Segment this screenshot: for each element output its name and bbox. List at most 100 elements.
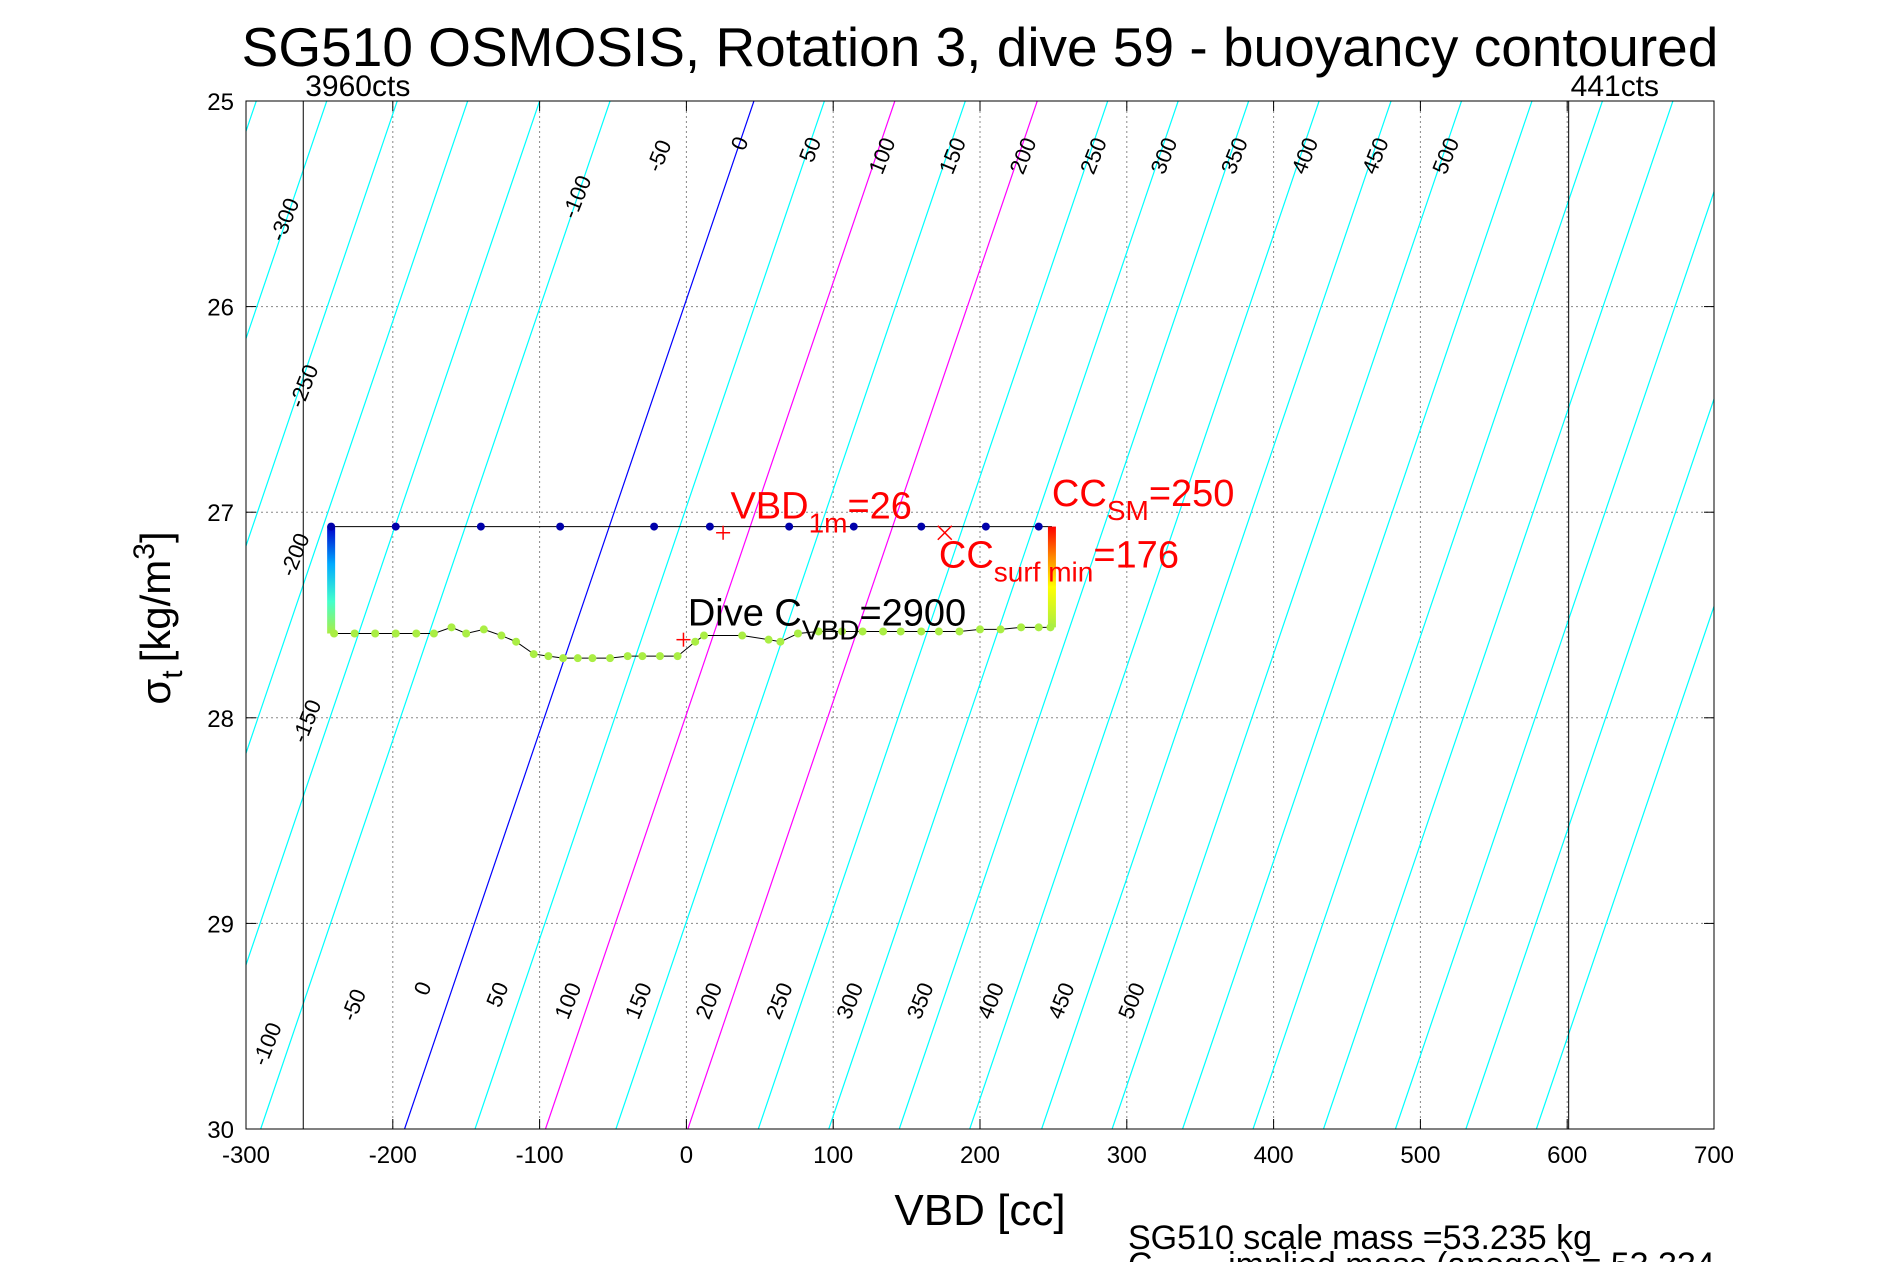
upper-point bbox=[1034, 522, 1043, 531]
lower-point bbox=[512, 637, 521, 646]
lower-point bbox=[673, 652, 682, 661]
lower-point bbox=[814, 627, 823, 636]
contour-line bbox=[246, 101, 257, 134]
markers bbox=[676, 525, 953, 647]
plot-area bbox=[246, 101, 1714, 1129]
contour-line bbox=[828, 101, 1179, 1129]
grid-lines bbox=[245, 100, 1715, 1130]
lower-point bbox=[838, 627, 847, 636]
contour-line bbox=[1041, 101, 1392, 1129]
annotation-sub: VBD bbox=[802, 614, 860, 645]
buoyancy-contours bbox=[246, 101, 1714, 1129]
lower-point bbox=[793, 629, 802, 638]
contour-line bbox=[246, 101, 469, 756]
y-tick-label: 25 bbox=[207, 89, 234, 116]
contour-line bbox=[1394, 189, 1714, 1129]
y-tick-label: 27 bbox=[207, 500, 234, 527]
x-tick-label: 600 bbox=[1547, 1142, 1587, 1169]
lower-point bbox=[497, 631, 506, 640]
footer-scale-mass: SG510 scale mass =53.235 kg bbox=[1128, 1219, 1592, 1257]
lower-point bbox=[559, 654, 568, 663]
contour-line bbox=[260, 101, 611, 1129]
annotation-value: =176 bbox=[1093, 535, 1179, 577]
upper-point bbox=[391, 522, 400, 531]
contour-line bbox=[1535, 604, 1714, 1129]
chart-title: SG510 OSMOSIS, Rotation 3, dive 59 - buo… bbox=[242, 16, 1719, 78]
annotation-main: Dive C bbox=[688, 592, 802, 634]
annotation: VBD1m=26 bbox=[730, 485, 912, 538]
annotation-main: VBD bbox=[730, 485, 808, 527]
lower-point bbox=[447, 623, 456, 632]
contour-line bbox=[1322, 101, 1674, 1129]
y-label-sigma: σ bbox=[132, 679, 179, 705]
lower-point bbox=[350, 629, 359, 638]
lower-point bbox=[638, 652, 647, 661]
lower-point bbox=[955, 627, 964, 636]
annotation-main: CC bbox=[1052, 473, 1107, 515]
x-tick-label: 0 bbox=[680, 1142, 693, 1169]
lower-point bbox=[462, 629, 471, 638]
right-ascent-bar bbox=[1047, 526, 1056, 628]
y-label-close: ] bbox=[132, 531, 179, 543]
x-tick-label: 100 bbox=[813, 1142, 853, 1169]
contour-line bbox=[246, 101, 541, 967]
annotation-value: =26 bbox=[847, 485, 911, 527]
contour-line bbox=[687, 101, 1038, 1129]
annotation-value: =2900 bbox=[859, 592, 966, 634]
lower-point bbox=[700, 631, 709, 640]
lower-point bbox=[776, 637, 785, 646]
count-label: 3960cts bbox=[305, 70, 410, 103]
lower-point bbox=[588, 654, 597, 663]
lower-point bbox=[1046, 623, 1055, 632]
contour-line bbox=[1465, 397, 1714, 1129]
annotation-value: =250 bbox=[1149, 473, 1235, 515]
y-tick-label: 29 bbox=[207, 911, 234, 938]
annotation: Dive CVBD=2900 bbox=[688, 592, 966, 645]
count-lines: 3960cts 441cts bbox=[302, 70, 1659, 1129]
contour-line bbox=[757, 101, 1109, 1129]
x-axis-ticks: -300 -200 -100 0 100 200 300 400 500 600 700 bbox=[222, 101, 1734, 1169]
y-label-sub: t bbox=[156, 670, 189, 679]
contour-line bbox=[544, 101, 896, 1129]
contour-line bbox=[898, 101, 1250, 1129]
x-tick-label: 300 bbox=[1107, 1142, 1147, 1169]
lower-point bbox=[738, 631, 747, 640]
footer-implied-mass: C implied mass (apogee) = 53.334 bbox=[1128, 1246, 1715, 1262]
lower-path bbox=[334, 626, 1051, 659]
lower-point bbox=[412, 629, 421, 638]
annotation-sub: 1m bbox=[809, 507, 848, 538]
lower-point bbox=[371, 629, 380, 638]
contour-line bbox=[1252, 101, 1604, 1129]
lower-point bbox=[896, 627, 905, 636]
y-tick-label: 30 bbox=[207, 1117, 234, 1144]
upper-point bbox=[556, 522, 565, 531]
x-axis-label: VBD [cc] bbox=[894, 1186, 1065, 1235]
cross-marker bbox=[937, 525, 953, 541]
contour-line bbox=[615, 101, 966, 1129]
dive-path bbox=[327, 522, 1056, 663]
contour-line bbox=[1111, 101, 1463, 1129]
lower-point bbox=[976, 625, 984, 634]
left-descent-bar bbox=[327, 526, 336, 634]
contour-line bbox=[246, 101, 398, 548]
lower-point bbox=[330, 629, 339, 638]
lower-point bbox=[429, 629, 438, 638]
annotation-sub: SM bbox=[1107, 495, 1149, 526]
lower-point bbox=[1017, 623, 1026, 632]
x-tick-label: 400 bbox=[1254, 1142, 1294, 1169]
y-tick-label: 26 bbox=[207, 295, 234, 322]
lower-point bbox=[858, 627, 867, 636]
upper-point bbox=[849, 522, 858, 531]
x-tick-label: 700 bbox=[1694, 1142, 1734, 1169]
lower-point bbox=[917, 627, 926, 636]
contour-line bbox=[474, 101, 825, 1129]
contour-line bbox=[1182, 101, 1533, 1129]
contour-line bbox=[403, 101, 755, 1129]
lower-point bbox=[529, 650, 538, 659]
upper-point bbox=[650, 522, 659, 531]
lower-point bbox=[879, 627, 888, 636]
x-tick-label: -100 bbox=[516, 1142, 564, 1169]
upper-point bbox=[981, 522, 990, 531]
